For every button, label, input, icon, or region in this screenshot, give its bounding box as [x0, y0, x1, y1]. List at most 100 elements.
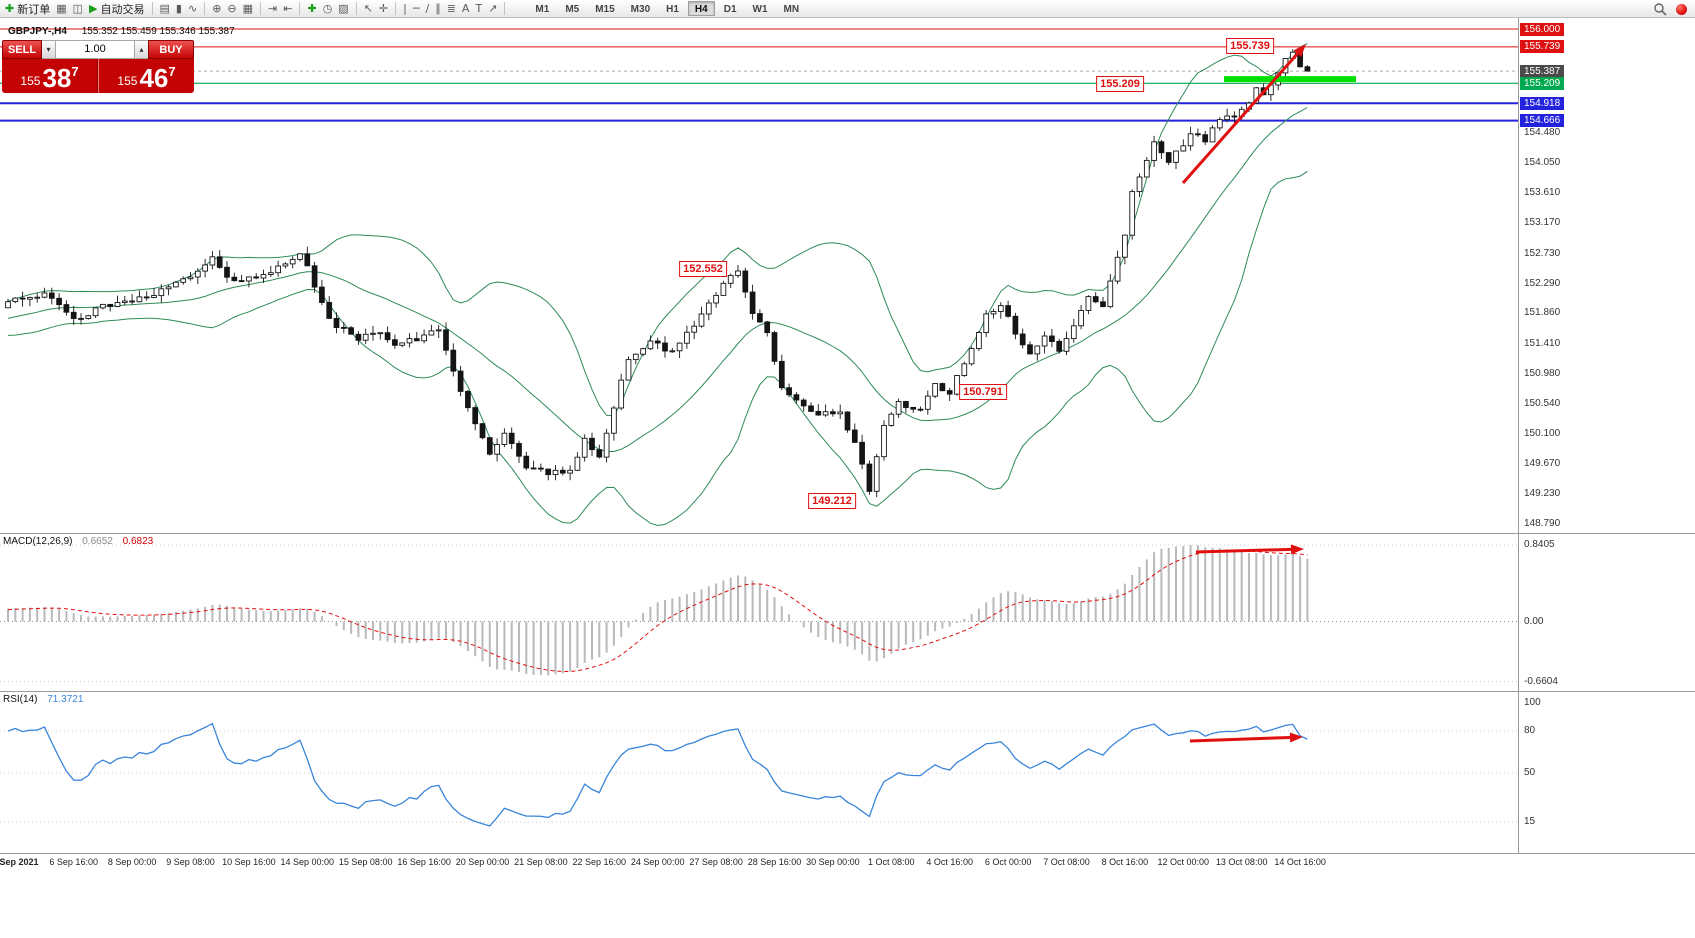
bid-pipette-digit: 7: [71, 64, 79, 79]
toolbar-separator: [260, 2, 262, 15]
rsi-line: [7, 722, 1308, 827]
sell-button[interactable]: SELL: [2, 40, 42, 59]
new-order-button[interactable]: ✚ 新订单: [2, 1, 53, 17]
trend-arrow-head: [1293, 44, 1306, 58]
price-annotation-label[interactable]: 155.739: [1226, 38, 1274, 54]
rsi-scale-label: 50: [1524, 767, 1536, 778]
price-annotation-label[interactable]: 155.209: [1096, 76, 1144, 92]
timeframe-button-w1[interactable]: W1: [752, 4, 768, 15]
bollinger-middle-band: [7, 107, 1308, 452]
macd-scale-label: 0.8405: [1524, 539, 1555, 550]
price-scale-badge[interactable]: 154.918: [1520, 96, 1565, 110]
timeframe-button-m15[interactable]: M15: [595, 4, 615, 15]
horizontal-line-icon[interactable]: ─: [410, 1, 423, 17]
toolbar-separator: [504, 2, 506, 15]
chart-windows-icon[interactable]: ▦: [53, 1, 69, 17]
ask-price[interactable]: 155 46 7: [98, 59, 194, 93]
zoom-out-icon-glyph: ⊖: [227, 1, 237, 15]
rsi-arrow[interactable]: [1189, 735, 1291, 743]
volume-decrease-button[interactable]: ▾: [42, 40, 55, 59]
time-axis-label: 9 Sep 08:00: [166, 857, 215, 867]
price-annotation-label[interactable]: 152.552: [679, 261, 727, 277]
main-toolbar: ✚ 新订单 ▦ ◫ ▶ 自动交易 ▤ ▮ ∿ ⊕ ⊖ ▦ ⇥ ⇤ ✚ ◷ ▨ ↖ ✛ | ─ ∕ ∥ ≣ A T ↗ M1 M5 M15 M…: [0, 0, 1695, 18]
candles: [5, 46, 1311, 498]
support-zone-segment[interactable]: [1224, 76, 1356, 83]
chart-windows-icon-glyph: ▦: [56, 1, 67, 15]
crosshair-icon[interactable]: ✛: [376, 1, 391, 17]
chart-shift-icon[interactable]: ⇤: [280, 1, 295, 17]
navigator-icon-glyph: ◫: [72, 1, 84, 15]
price-scale-tick: 148.790: [1524, 518, 1561, 529]
periods-icon[interactable]: ◷: [320, 1, 336, 17]
zoom-in-icon[interactable]: ⊕: [209, 1, 224, 17]
toolbar-separator: [299, 2, 301, 15]
timeframe-button-m30[interactable]: M30: [630, 4, 651, 15]
time-axis-label: 12 Oct 00:00: [1157, 857, 1210, 867]
toolbar-separator: [151, 2, 153, 15]
time-axis-label: 10 Sep 16:00: [222, 857, 276, 867]
timeframe-button-m1[interactable]: M1: [535, 4, 550, 15]
volume-increase-button[interactable]: ▴: [135, 40, 148, 59]
price-scale-badge[interactable]: 155.739: [1520, 40, 1565, 54]
vertical-line-icon[interactable]: |: [400, 1, 410, 17]
price-annotation-label[interactable]: 150.791: [959, 384, 1007, 400]
rsi-title-text: RSI(14): [3, 694, 38, 705]
fibonacci-icon[interactable]: ≣: [444, 1, 459, 17]
volume-input[interactable]: 1.00: [55, 40, 135, 59]
symbol-timeframe-label: GBPJPY-,H4: [8, 26, 67, 37]
horizontal-line-icon-glyph: ─: [412, 1, 420, 15]
rsi-panel: [0, 722, 1518, 827]
indicators-icon[interactable]: ✚: [304, 1, 319, 17]
text-icon-glyph: A: [461, 1, 470, 15]
timeframe-button-h1[interactable]: H1: [666, 4, 679, 15]
toolbar-buttons: ✚ 新订单 ▦ ◫ ▶ 自动交易 ▤ ▮ ∿ ⊕ ⊖ ▦ ⇥ ⇤ ✚ ◷ ▨ ↖ ✛ | ─ ∕ ∥ ≣ A T ↗ M1 M5 M15 M…: [2, 0, 807, 18]
rsi-scale-label: 100: [1524, 697, 1541, 708]
tile-windows-icon[interactable]: ▦: [240, 1, 256, 17]
line-chart-icon[interactable]: ∿: [185, 1, 200, 17]
price-annotation-label[interactable]: 149.212: [808, 493, 856, 509]
macd-arrow[interactable]: [1195, 547, 1292, 554]
templates-icon[interactable]: ▨: [335, 1, 351, 17]
zoom-in-icon-glyph: ⊕: [212, 1, 222, 15]
chart-shift-icon-glyph: ⇤: [283, 1, 293, 15]
trendline-icon[interactable]: ∕: [422, 1, 432, 17]
price-scale-badge[interactable]: 156.000: [1520, 22, 1565, 36]
text-label-icon[interactable]: T: [472, 1, 485, 17]
timeframe-button-h4[interactable]: H4: [687, 1, 715, 16]
toolbar-separator: [395, 2, 397, 15]
zoom-out-icon[interactable]: ⊖: [224, 1, 239, 17]
rsi-value: 71.3721: [47, 694, 84, 705]
auto-scroll-icon[interactable]: ⇥: [265, 1, 280, 17]
autotrading-button[interactable]: ▶ 自动交易: [86, 1, 147, 17]
navigator-icon[interactable]: ◫: [70, 1, 86, 17]
timeframe-button-mn[interactable]: MN: [783, 4, 800, 15]
arrow-objects-icon[interactable]: ↗: [485, 1, 500, 17]
channel-icon-glyph: ∥: [435, 1, 441, 15]
price-scale-tick: 151.860: [1524, 307, 1561, 319]
candlestick-chart-icon[interactable]: ▮: [173, 1, 185, 17]
bid-main-digits: 155: [20, 74, 41, 88]
rsi-scale-label: 15: [1524, 816, 1536, 827]
time-axis-label: 16 Sep 16:00: [397, 857, 451, 867]
bid-price[interactable]: 155 38 7: [2, 59, 98, 93]
channel-icon[interactable]: ∥: [432, 1, 444, 17]
text-icon[interactable]: A: [459, 1, 473, 17]
price-scale-badge[interactable]: 155.209: [1520, 76, 1565, 90]
timeframe-button-d1[interactable]: D1: [723, 4, 737, 15]
buy-button[interactable]: BUY: [148, 40, 194, 59]
fibonacci-icon-glyph: ≣: [446, 1, 456, 15]
price-scale-badge[interactable]: 155.387: [1520, 64, 1565, 78]
time-axis-label: 27 Sep 08:00: [689, 857, 743, 867]
search-icon[interactable]: [1653, 2, 1667, 16]
time-axis-label: 22 Sep 16:00: [572, 857, 627, 867]
time-axis-label: 21 Sep 08:00: [514, 857, 568, 867]
toolbar-right-icons: [1653, 2, 1687, 16]
bid-big-digits: 38: [42, 63, 72, 93]
trend-arrow[interactable]: [1181, 52, 1299, 184]
price-scale-badge[interactable]: 154.666: [1520, 114, 1565, 128]
bar-chart-icon[interactable]: ▤: [157, 1, 173, 17]
timeframe-button-m5[interactable]: M5: [565, 4, 580, 15]
indicators-icon-glyph: ✚: [307, 1, 317, 15]
cursor-icon[interactable]: ↖: [361, 1, 376, 17]
